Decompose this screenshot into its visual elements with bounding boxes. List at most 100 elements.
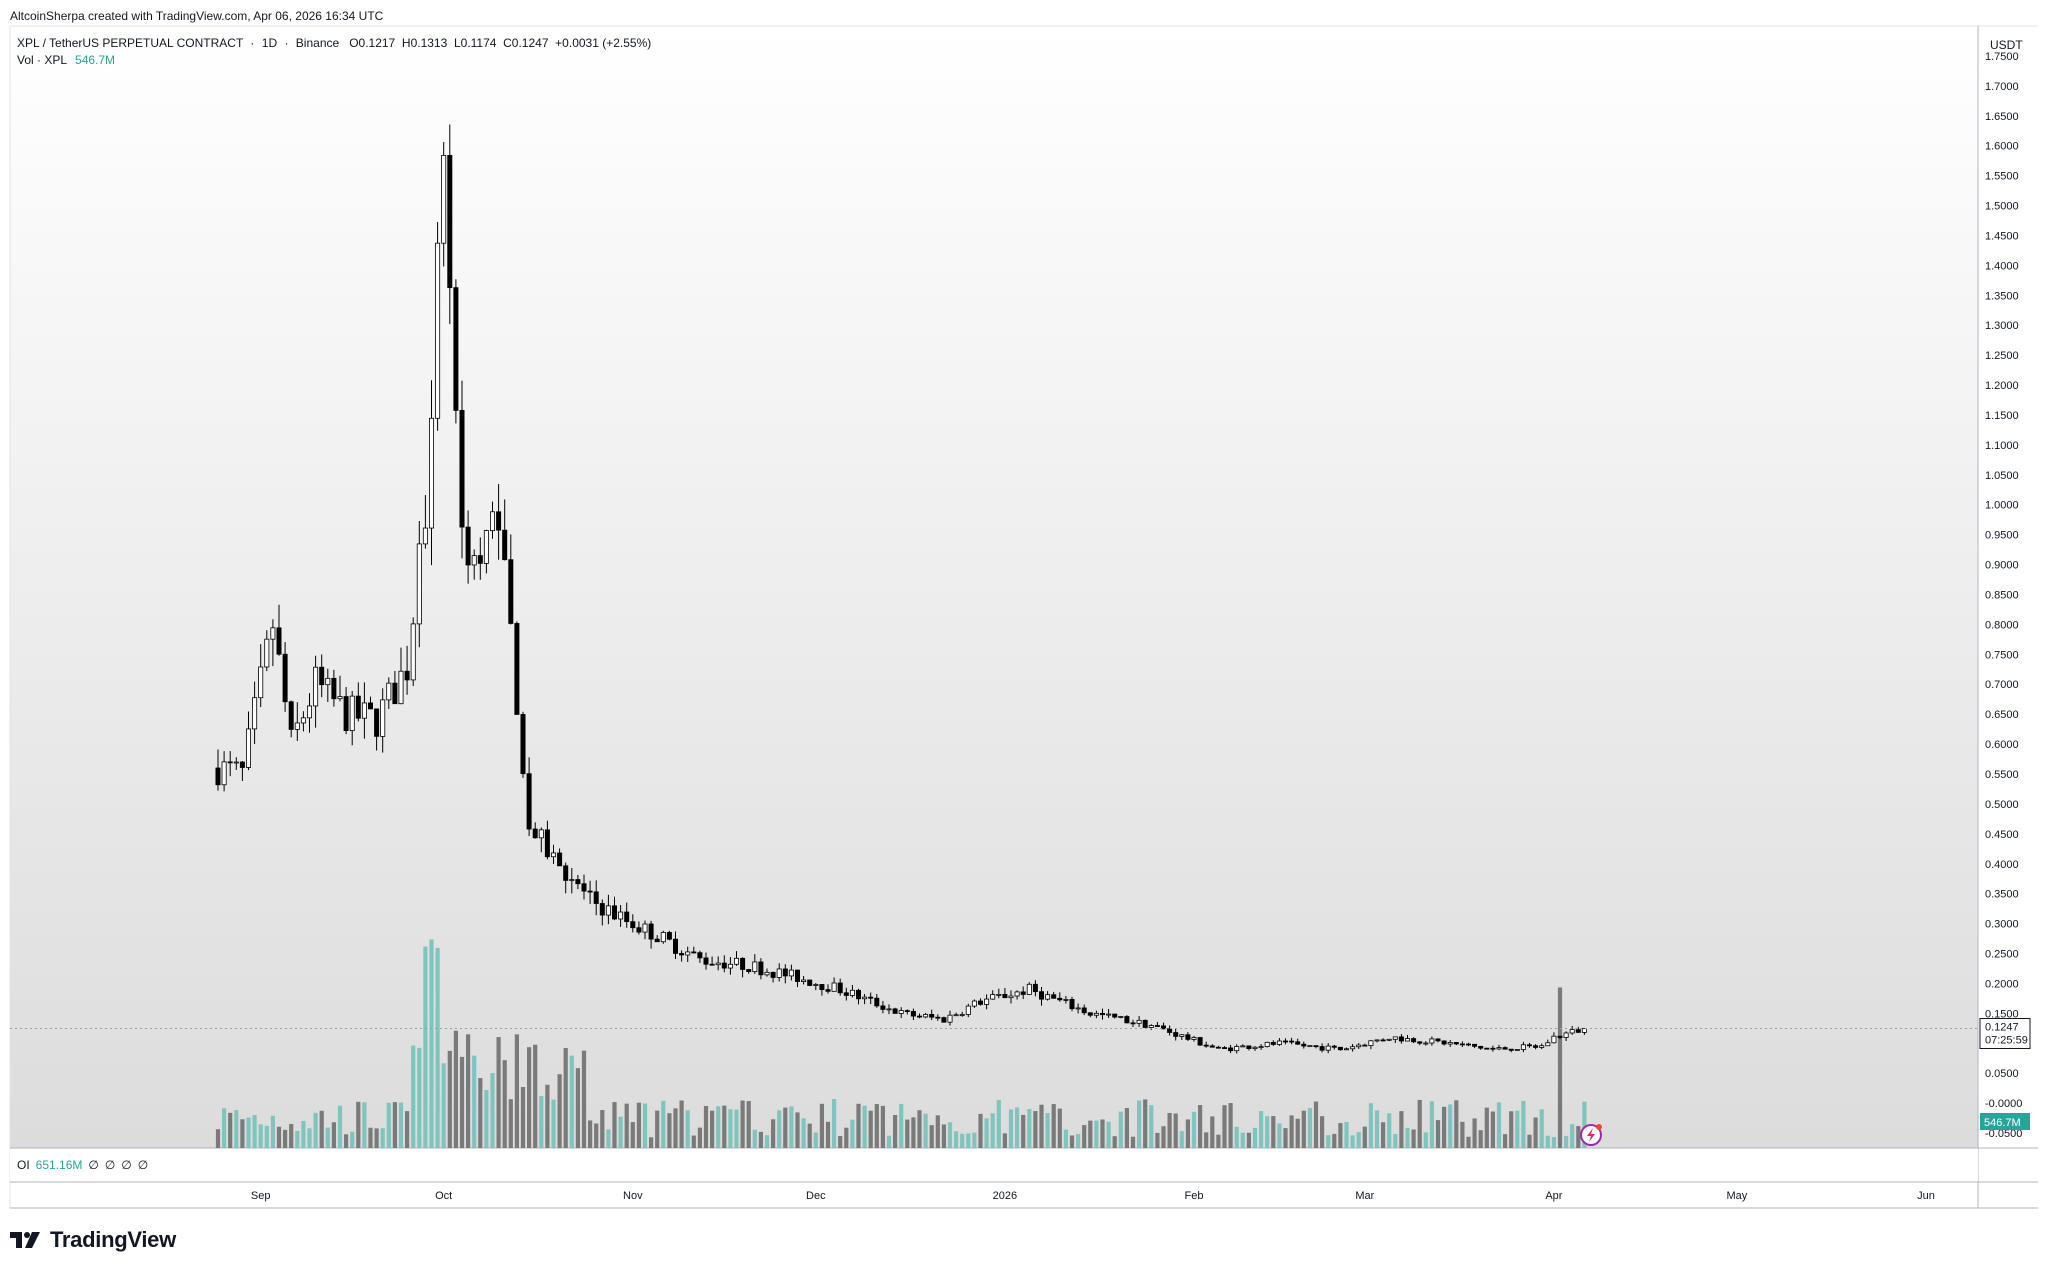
volume-bar	[1057, 1108, 1062, 1148]
volume-bar	[1015, 1107, 1020, 1148]
candle-body	[331, 677, 337, 700]
volume-bar	[1551, 1136, 1556, 1148]
candle-body	[1203, 1044, 1209, 1047]
candle-body	[795, 969, 801, 982]
volume-bar	[1082, 1125, 1087, 1148]
candle-body	[587, 890, 593, 893]
candle-body	[721, 962, 727, 969]
volume-bar	[1570, 1124, 1575, 1148]
candle-body	[453, 287, 459, 411]
time-tick-label: May	[1727, 1190, 1748, 1202]
candle-body	[971, 1000, 977, 1007]
price-tick-label: 0.8000	[1985, 619, 2019, 631]
volume-bar	[1350, 1135, 1355, 1148]
candle-body	[1222, 1047, 1228, 1049]
time-tick-label: Feb	[1185, 1190, 1204, 1202]
volume-bar	[710, 1110, 715, 1148]
candle-body	[1344, 1048, 1350, 1051]
volume-bar	[1320, 1116, 1325, 1148]
volume-bar	[569, 1055, 574, 1148]
candle-body	[1423, 1042, 1429, 1045]
symbol-name[interactable]: XPL / TetherUS PERPETUAL CONTRACT	[17, 36, 244, 50]
series-legend[interactable]: XPL / TetherUS PERPETUAL CONTRACT · 1D ·…	[17, 36, 652, 50]
volume-bar	[612, 1102, 617, 1148]
volume-bar	[801, 1118, 806, 1148]
candle-body	[1551, 1035, 1557, 1044]
interval[interactable]: 1D	[261, 36, 278, 50]
volume-bar	[350, 1131, 355, 1148]
volume-bar	[1204, 1132, 1209, 1148]
candle-body	[1276, 1040, 1282, 1045]
volume-bar	[527, 1047, 532, 1148]
candle-body	[386, 682, 392, 701]
candle-body	[532, 828, 538, 839]
volume-bar	[807, 1123, 812, 1148]
volume-bar	[795, 1112, 800, 1148]
candle-body	[1575, 1029, 1581, 1033]
volume-bar	[1356, 1132, 1361, 1148]
candle-body	[1057, 997, 1063, 1001]
volume-bar	[1179, 1131, 1184, 1148]
price-axis[interactable]: 1.7500 1.7000 1.6500 1.6000 1.5500 1.5000 1.45…	[1985, 51, 2022, 1140]
candle-body	[459, 409, 465, 528]
volume-bar	[679, 1100, 684, 1148]
time-axis[interactable]: Sep Oct Nov Dec 2026 Feb Mar Apr May Jun	[251, 1190, 1935, 1202]
candle-body	[508, 559, 514, 624]
volume-bar	[453, 1030, 458, 1148]
high-value: 0.1313	[410, 36, 448, 50]
candle-body	[367, 702, 373, 710]
volume-bar	[728, 1109, 733, 1148]
volume-legend[interactable]: Vol · XPL 546.7M	[17, 53, 115, 67]
volume-bar	[813, 1132, 818, 1148]
candle-body	[349, 695, 355, 731]
open-interest-legend[interactable]: OI 651.16M ∅ ∅ ∅ ∅	[17, 1158, 148, 1172]
candle-body	[1252, 1046, 1258, 1050]
candle-body	[288, 701, 294, 730]
candle-body	[782, 968, 788, 977]
candle-body	[1161, 1025, 1167, 1030]
volume-bar	[380, 1128, 385, 1148]
candle-body	[1264, 1041, 1270, 1047]
volume-bar	[215, 1129, 221, 1148]
volume-bar	[868, 1110, 873, 1148]
candle-body	[276, 627, 282, 655]
candle-body	[868, 996, 874, 999]
candle-body	[483, 530, 489, 564]
volume-bar	[520, 1086, 526, 1148]
volume-bar	[1112, 1136, 1117, 1148]
candle-body	[1520, 1044, 1526, 1050]
candle-body	[874, 997, 880, 1007]
volume-bar	[722, 1105, 727, 1148]
candle-body	[1234, 1046, 1240, 1052]
candle-body	[337, 696, 343, 700]
volume-bar	[1374, 1110, 1380, 1148]
volume-bar	[636, 1102, 641, 1148]
candle-body	[886, 1008, 892, 1011]
currency-label[interactable]: USDT	[1990, 38, 2023, 52]
volume-bar	[1539, 1109, 1544, 1148]
candle-body	[642, 923, 648, 933]
tradingview-logo[interactable]: TradingView	[10, 1226, 176, 1254]
candle-body	[1215, 1046, 1221, 1049]
candle-body	[679, 953, 685, 956]
oi-label: OI	[17, 1158, 30, 1172]
candle-body	[685, 951, 691, 956]
volume-bar	[313, 1112, 318, 1148]
flash-icon[interactable]	[1580, 1124, 1602, 1146]
price-tick-label: 0.8500	[1985, 589, 2019, 601]
candle-body	[380, 699, 386, 737]
volume-bar	[850, 1119, 855, 1148]
volume-bar	[1411, 1129, 1416, 1148]
volume-bar	[1100, 1119, 1105, 1148]
volume-badge-value: 546.7M	[1984, 1117, 2021, 1129]
candle-body	[892, 1008, 898, 1014]
price-tick-label: 1.7500	[1985, 51, 2019, 63]
candle-body	[404, 670, 410, 681]
candle-body	[1374, 1039, 1380, 1042]
candle-body	[398, 670, 404, 705]
volume-bar	[1240, 1132, 1245, 1148]
volume-bar	[1399, 1111, 1404, 1148]
candle-body	[1270, 1041, 1276, 1045]
volume-bar	[1576, 1126, 1581, 1148]
